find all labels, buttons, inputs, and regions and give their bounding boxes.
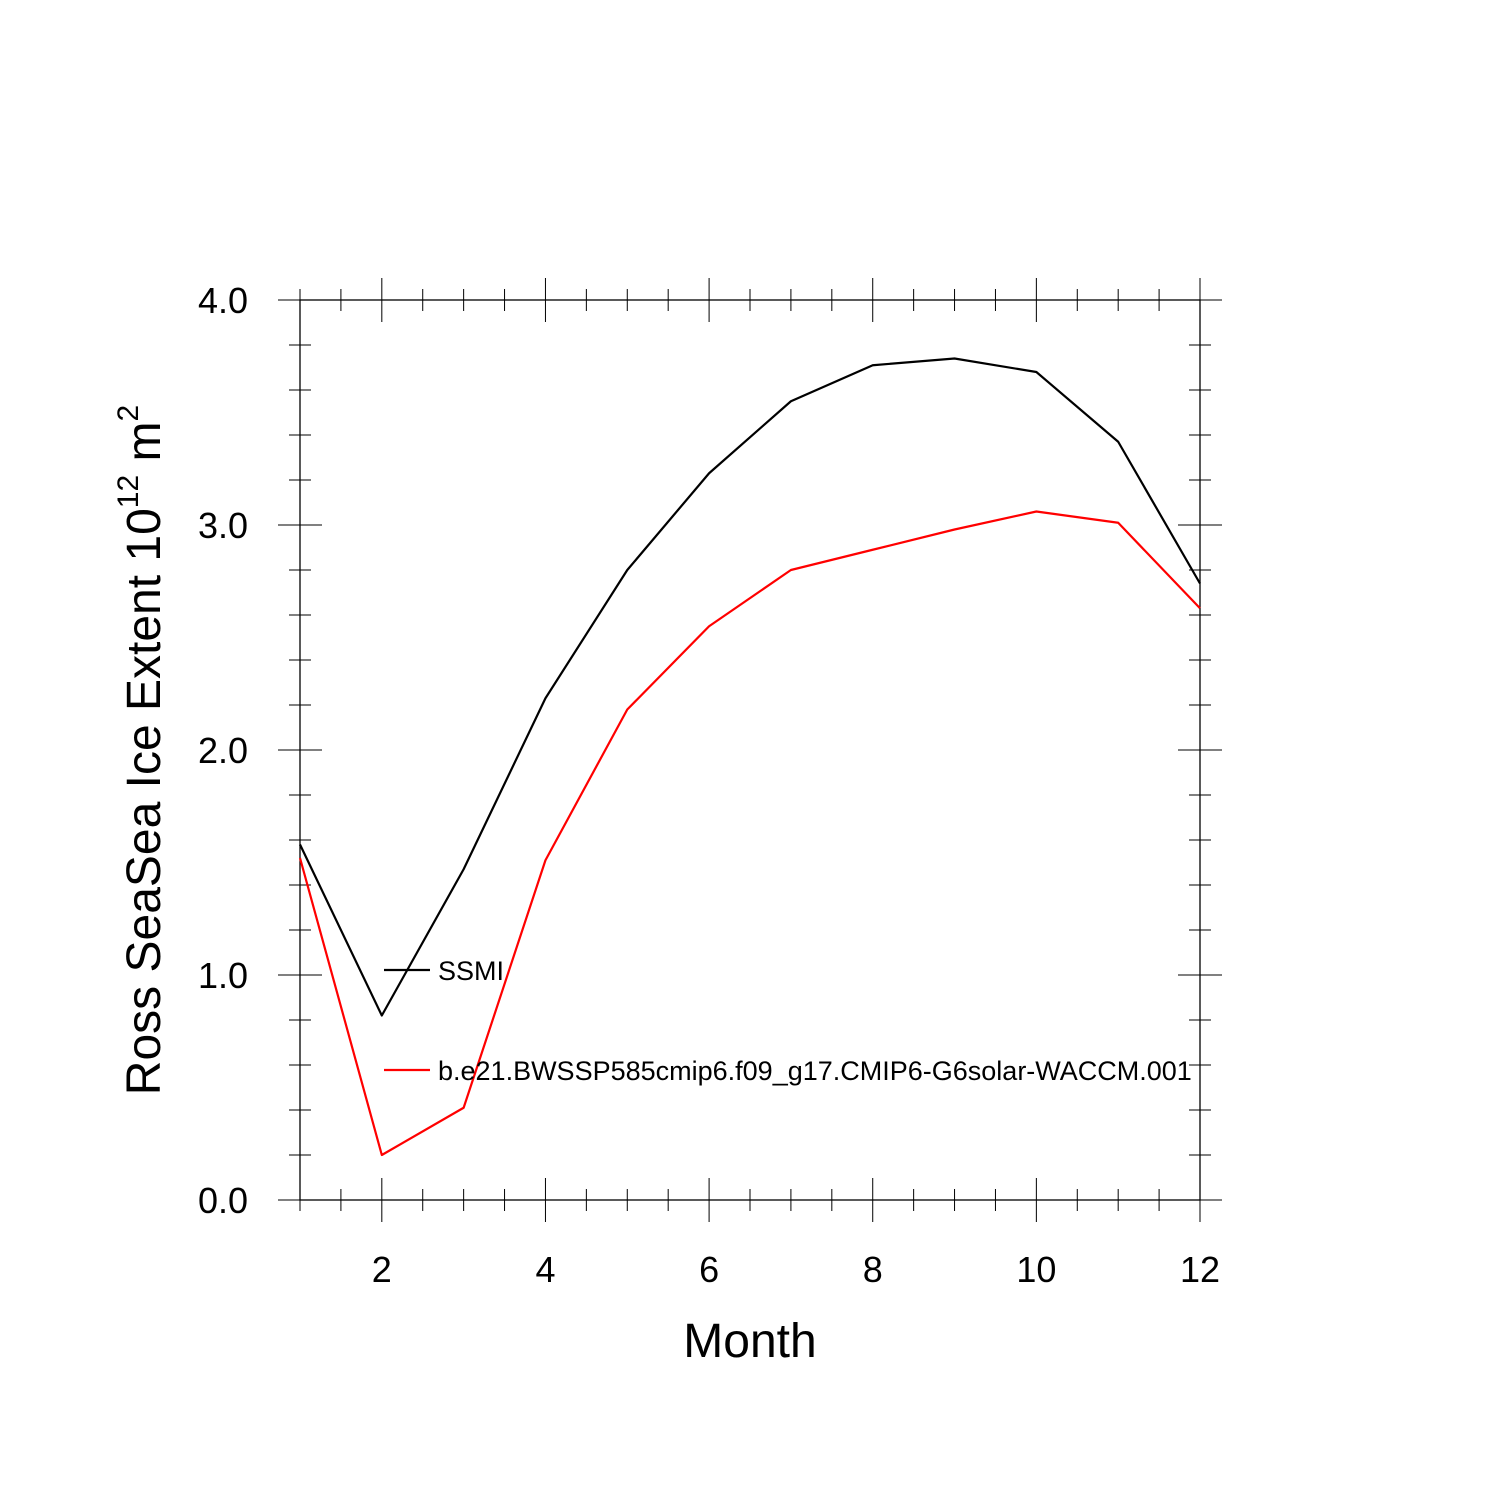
x-tick-label: 6	[699, 1249, 719, 1290]
x-tick-label: 2	[372, 1249, 392, 1290]
y-axis-title: Ross SeaSea Ice Extent 1012 m2	[112, 405, 171, 1095]
y-tick-label: 4.0	[198, 280, 248, 321]
x-axis-title: Month	[683, 1315, 816, 1368]
y-axis-title-unit: m	[118, 421, 171, 474]
legend: SSMI b.e21.BWSSP585cmip6.f09_g17.CMIP6-G…	[384, 956, 1192, 1086]
series-line-model	[298, 510, 1201, 1157]
y-tick-label: 2.0	[198, 730, 248, 771]
legend-label-model: b.e21.BWSSP585cmip6.f09_g17.CMIP6-G6sola…	[438, 1056, 1192, 1086]
y-tick-label: 0.0	[198, 1180, 248, 1221]
y-tick-label: 1.0	[198, 955, 248, 996]
axis-ticks	[278, 278, 1222, 1222]
y-axis-title-exponent-2: 2	[112, 405, 145, 422]
series-lines	[298, 357, 1201, 1157]
y-axis-title-exponent-1: 12	[112, 475, 145, 508]
x-tick-label: 12	[1180, 1249, 1220, 1290]
series-line-ssmi	[299, 357, 1201, 1017]
legend-label-ssmi: SSMI	[438, 956, 504, 986]
axis-tick-labels: 2 4 6 8 10 12 0.0 1.0 2.0 3.0 4.0	[198, 280, 1220, 1290]
x-tick-label: 10	[1016, 1249, 1056, 1290]
x-tick-label: 8	[863, 1249, 883, 1290]
y-tick-label: 3.0	[198, 505, 248, 546]
x-tick-label: 4	[535, 1249, 555, 1290]
y-axis-title-base: Ross SeaSea Ice Extent 10	[118, 508, 171, 1095]
